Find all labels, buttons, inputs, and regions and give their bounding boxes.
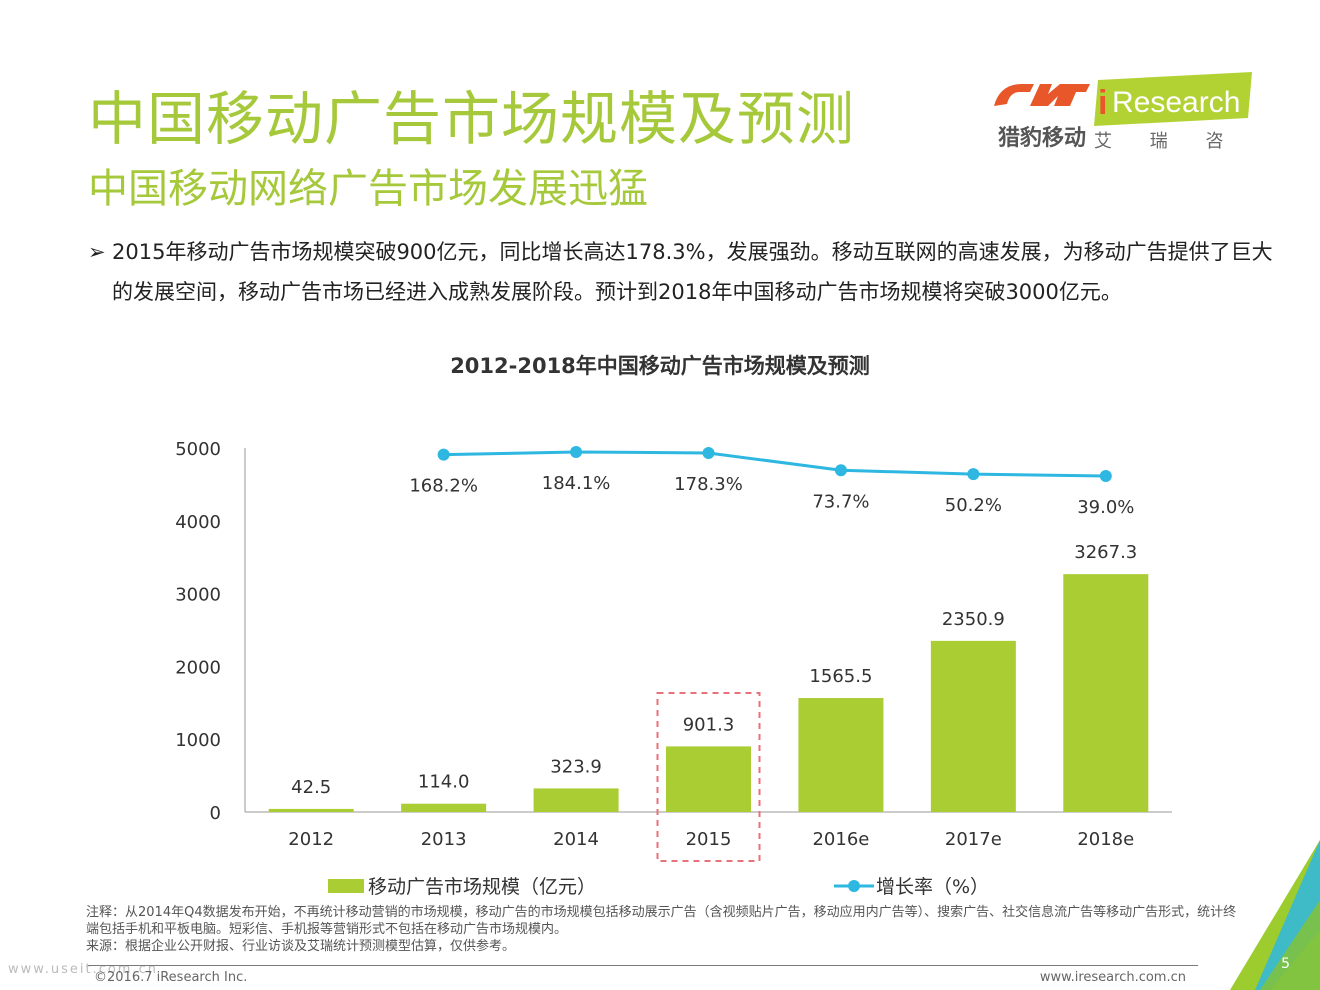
growth-rate-point [1099,470,1112,482]
x-tick-label: 2013 [421,829,467,850]
growth-rate-label: 168.2% [409,476,478,497]
legend-bar-swatch [328,878,364,893]
bar [666,746,751,812]
legend-line: 增长率（%） [834,872,989,899]
page-title: 中国移动广告市场规模及预测 [88,85,856,153]
y-tick-label: 2000 [175,657,221,678]
y-tick-label: 5000 [175,439,221,460]
footer-copyright: ©2016.7 iResearch Inc. [94,970,248,985]
page-number: 5 [1281,956,1290,972]
note-line: 注释：从2014年Q4数据发布开始，不再统计移动营销的市场规模，移动广告的市场规… [86,905,1237,937]
source-line: 来源：根据企业公开财报、行业访谈及艾瑞统计预测模型估算，仅供参考。 [86,939,516,954]
growth-rate-label: 73.7% [812,491,869,512]
page-subtitle: 中国移动网络广告市场发展迅猛 [88,166,648,212]
summary-text: 2015年移动广告市场规模突破900亿元，同比增长高达178.3%，发展强劲。移… [112,240,1273,304]
brand-logos: 猎豹移动 i Research 艾 瑞 咨 询 [994,72,1260,152]
bar [1063,574,1149,812]
growth-rate-label: 50.2% [945,495,1002,516]
x-tick-label: 2017e [945,829,1002,850]
corner-decoration [1230,840,1320,990]
bar-value-label: 901.3 [683,714,735,735]
summary-bullet: ➢ 2015年移动广告市场规模突破900亿元，同比增长高达178.3%，发展强劲… [88,232,1278,312]
bar-value-label: 3267.3 [1074,542,1137,563]
growth-rate-point [967,468,980,481]
iresearch-text: Research [1112,86,1240,119]
bar [930,640,1016,812]
x-tick-label: 2016e [812,829,869,850]
growth-rate-point [570,446,583,458]
growth-rate-line [443,450,1106,478]
bar [268,808,354,812]
growth-rate-point [834,464,847,477]
growth-rate-label: 39.0% [1077,497,1134,518]
y-tick-label: 0 [210,803,221,824]
legend-line-label: 增长率（%） [876,876,990,898]
iresearch-i: i [1098,84,1107,122]
x-tick-label: 2014 [553,829,599,850]
footer-website: www.iresearch.com.cn [1039,970,1186,985]
legend-bar-label: 移动广告市场规模（亿元） [368,876,597,898]
y-tick-label: 1000 [175,730,221,751]
bar [798,698,884,812]
cmcm-logo-mark [994,84,1090,106]
growth-rate-point [702,446,715,459]
highlight-box [656,692,761,862]
legend-bar: 移动广告市场规模（亿元） [328,872,596,899]
bar-value-label: 323.9 [550,756,602,777]
bar-value-label: 42.5 [291,777,331,798]
bar-value-label: 114.0 [418,772,470,793]
chart-title: 2012-2018年中国移动广告市场规模及预测 [450,354,870,378]
x-tick-label: 2015 [686,829,732,850]
cmcm-text: 猎豹移动 [998,125,1086,151]
bullet-marker-icon: ➢ [88,240,106,264]
x-tick-label: 2018e [1077,829,1134,850]
chart-notes: 注释：从2014年Q4数据发布开始，不再统计移动营销的市场规模，移动广告的市场规… [86,904,1246,955]
y-tick-label: 4000 [175,512,221,533]
bar [533,788,619,812]
footer-divider [88,965,1198,966]
bar-value-label: 1565.5 [809,666,872,687]
iresearch-cn: 艾 瑞 咨 询 [1094,131,1260,152]
bar-value-label: 2350.9 [942,609,1005,630]
legend-line-swatch [834,879,874,892]
growth-rate-label: 184.1% [542,473,611,494]
y-tick-label: 3000 [175,585,221,606]
growth-rate-point [437,448,450,461]
iresearch-logo-mark: i Research [1094,72,1252,126]
x-tick-label: 2012 [288,829,334,850]
growth-rate-label: 178.3% [674,474,743,495]
bar [401,803,487,812]
